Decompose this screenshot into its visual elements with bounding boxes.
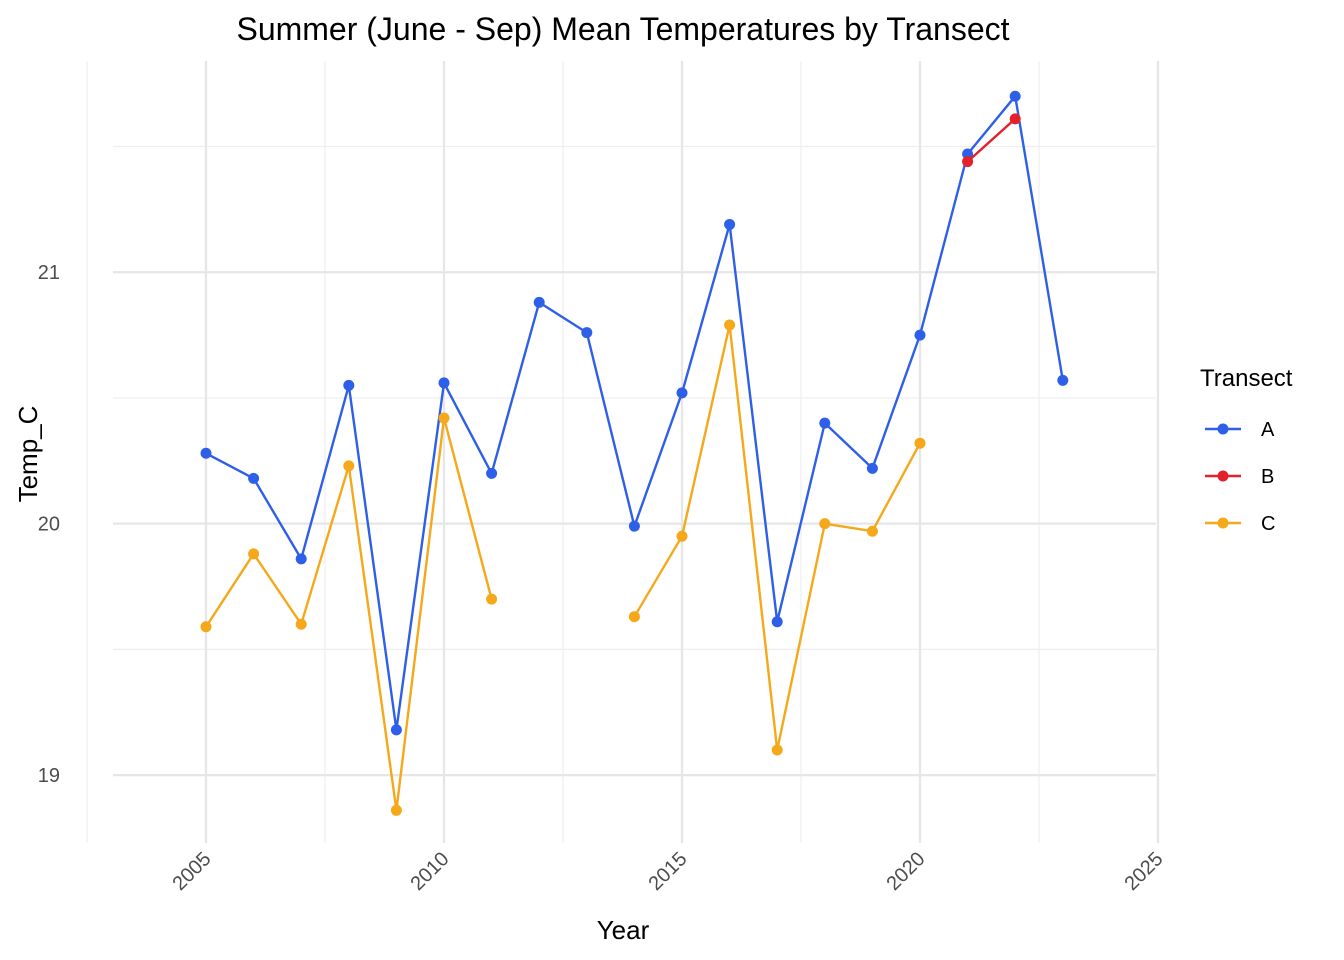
series-a xyxy=(200,90,1069,736)
y-axis-ticks: 19 20 21 xyxy=(38,262,60,787)
data-point-a xyxy=(724,218,736,230)
data-point-a xyxy=(486,467,498,479)
data-point-c xyxy=(628,611,640,623)
data-point-c xyxy=(390,804,402,816)
series-line-a xyxy=(205,94,1064,731)
legend-item-a: A xyxy=(1205,419,1275,441)
legend-label-c: C xyxy=(1261,513,1275,535)
x-tick-label: 2015 xyxy=(645,848,692,895)
y-tick-label: 20 xyxy=(38,514,60,536)
data-point-c xyxy=(819,518,831,530)
legend-items: A B C xyxy=(1205,419,1275,535)
data-point-a xyxy=(962,148,974,160)
data-point-c xyxy=(724,319,736,331)
data-point-a xyxy=(390,724,402,736)
chart-title: Summer (June - Sep) Mean Temperatures by… xyxy=(236,11,1009,47)
data-point-a xyxy=(533,296,545,308)
legend-marker-c xyxy=(1217,517,1229,529)
data-point-c xyxy=(438,412,450,424)
series-line-b xyxy=(966,117,1017,163)
x-tick-label: 2020 xyxy=(883,848,930,895)
data-point-c xyxy=(343,460,355,472)
legend-item-c: C xyxy=(1205,513,1275,535)
data-point-c xyxy=(486,593,498,605)
x-tick-label: 2025 xyxy=(1121,848,1168,895)
data-point-a xyxy=(1009,90,1021,102)
data-point-c xyxy=(676,530,688,542)
data-point-a xyxy=(676,387,688,399)
legend-item-b: B xyxy=(1205,466,1274,488)
y-tick-label: 21 xyxy=(38,262,60,284)
series-b xyxy=(962,113,1021,168)
y-tick-label: 19 xyxy=(38,765,60,787)
data-point-c xyxy=(914,437,926,449)
data-point-a xyxy=(581,327,593,339)
x-axis-ticks: 2005 2010 2015 2020 2025 xyxy=(169,848,1168,895)
data-point-a xyxy=(248,472,260,484)
data-point-c xyxy=(295,618,307,630)
data-point-c xyxy=(200,621,212,633)
data-point-a xyxy=(771,616,783,628)
grid xyxy=(86,61,1160,843)
legend-label-b: B xyxy=(1261,466,1274,488)
data-point-a xyxy=(866,462,878,474)
legend-marker-b xyxy=(1217,470,1229,482)
data-point-a xyxy=(295,553,307,565)
data-point-c xyxy=(866,525,878,537)
data-point-b xyxy=(1009,113,1021,125)
y-axis-title: Temp_C xyxy=(13,406,43,503)
data-point-c xyxy=(771,744,783,756)
legend-marker-a xyxy=(1217,423,1229,435)
legend: Transect A B C xyxy=(1200,365,1293,535)
data-point-a xyxy=(343,379,355,391)
x-tick-label: 2010 xyxy=(407,848,454,895)
legend-title: Transect xyxy=(1200,365,1293,392)
series-layer xyxy=(200,90,1069,816)
data-point-b xyxy=(962,156,974,168)
legend-label-a: A xyxy=(1261,419,1275,441)
x-axis-title: Year xyxy=(597,915,650,945)
data-point-a xyxy=(200,447,212,459)
data-point-a xyxy=(819,417,831,429)
data-point-c xyxy=(248,548,260,560)
series-c xyxy=(200,319,926,816)
data-point-a xyxy=(628,520,640,532)
data-point-a xyxy=(1057,374,1069,386)
data-point-a xyxy=(438,377,450,389)
x-tick-label: 2005 xyxy=(169,848,216,895)
data-point-a xyxy=(914,329,926,341)
